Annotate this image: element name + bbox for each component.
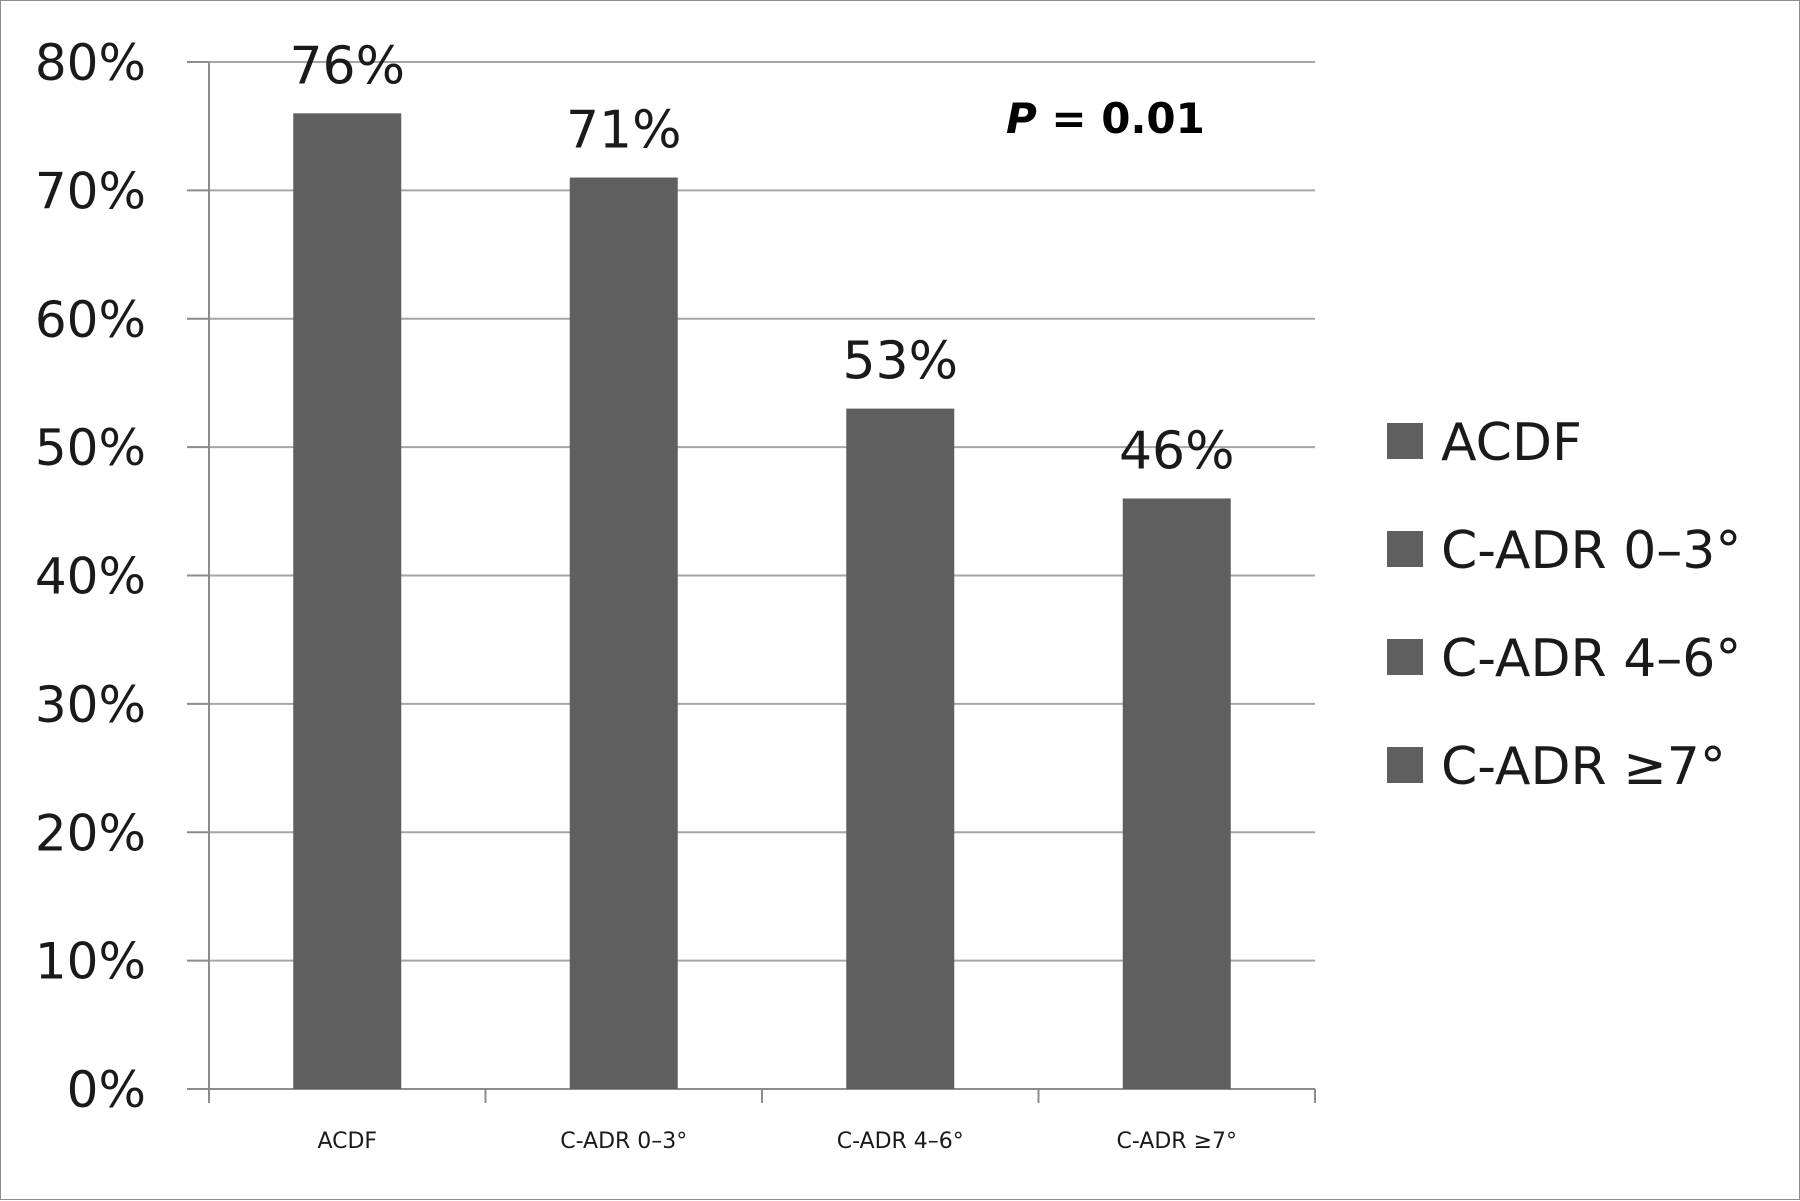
legend-label: C-ADR 4–6°: [1441, 629, 1741, 689]
legend-label: ACDF: [1441, 413, 1582, 473]
bar: [293, 113, 402, 1090]
y-tick-label: 50%: [35, 419, 146, 477]
bar: [569, 177, 678, 1090]
p-value-annotation: P = 0.01: [1006, 94, 1205, 143]
y-tick-label: 0%: [67, 1061, 146, 1119]
bar: [1122, 498, 1231, 1090]
legend-label: C-ADR ≥7°: [1441, 737, 1726, 797]
data-label: 71%: [566, 101, 682, 161]
legend-swatch: [1387, 747, 1423, 783]
x-category-label: C-ADR 4–6°: [837, 1129, 964, 1154]
bar: [846, 408, 955, 1089]
y-tick-label: 10%: [35, 933, 146, 991]
legend-swatch: [1387, 531, 1423, 567]
data-label: 76%: [289, 36, 405, 96]
y-tick-label: 80%: [35, 34, 146, 92]
data-label: 46%: [1119, 421, 1235, 481]
y-tick-label: 30%: [35, 676, 146, 734]
data-label: 53%: [842, 332, 958, 392]
legend-swatch: [1387, 639, 1423, 675]
y-tick-label: 40%: [35, 548, 146, 606]
legend: ACDF C-ADR 0–3° C-ADR 4–6° C-ADR ≥7°: [1387, 413, 1741, 797]
bars: [293, 113, 1231, 1090]
y-tick-label: 70%: [35, 162, 146, 220]
p-symbol: P: [1006, 94, 1037, 143]
x-category-label: C-ADR ≥7°: [1116, 1129, 1237, 1154]
x-category-label: ACDF: [317, 1129, 377, 1154]
x-category-label: C-ADR 0–3°: [560, 1129, 687, 1154]
legend-label: C-ADR 0–3°: [1441, 521, 1741, 581]
data-labels: 76% 71% 53% 46%: [289, 36, 1234, 481]
axes: 0% 10% 20% 30% 40% 50% 60% 70% 80% ACDF C-ADR 0–3°…: [35, 34, 1316, 1154]
y-tick-label: 60%: [35, 291, 146, 349]
y-tick-label: 20%: [35, 804, 146, 862]
legend-swatch: [1387, 423, 1423, 459]
p-value: = 0.01: [1037, 94, 1205, 143]
